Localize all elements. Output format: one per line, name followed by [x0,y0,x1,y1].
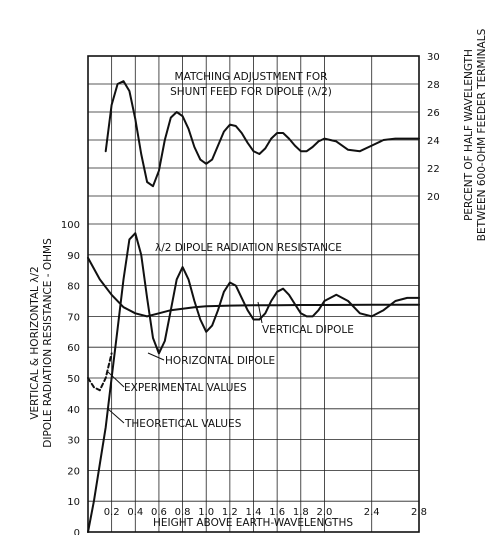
x-tick-label-11: 2.8 [411,507,427,518]
y-tick-label-right-2: 24 [427,136,440,147]
matching-title-line2: SHUNT FEED FOR DIPOLE (λ/2) [170,86,332,98]
y-tick-label-right-1: 22 [427,164,440,175]
x-tick-label-9: 2.0 [316,507,332,518]
horizontal-dipole-leader [147,352,165,361]
series-line-matching-adjustment-for-shunt-feed-for-dipole-2 [104,80,420,188]
x-tick-label-2: 0.6 [151,507,167,518]
series-layer [87,80,420,533]
y-tick-label-right-0: 20 [427,192,440,203]
y-tick-label-right-3: 26 [427,108,440,119]
vertical-dipole-leader [257,301,263,324]
y-tick-label-left-10: 100 [61,220,80,231]
y-tick-label-left-0: 0 [74,528,80,535]
y-tick-label-left-8: 80 [67,282,80,293]
y-tick-labels-left: 0 10 20 30 40 50 60 70 80 90 100 [61,220,80,535]
x-tick-label-6: 1.4 [246,507,262,518]
theoretical-label: THEORETICAL VALUES [124,418,242,430]
y-tick-label-right-4: 28 [427,80,440,91]
y-axis-label-left-line1: VERTICAL & HORIZONTAL λ/2 [29,266,41,419]
x-tick-label-5: 1.2 [222,507,238,518]
x-tick-labels: 0.2 0.4 0.6 0.8 1.0 1.2 1.4 1.6 1.8 2.0 2.4 2.8 [104,507,427,518]
y-axis-label-left-line2: DIPOLE RADIATION RESISTANCE - OHMS [42,238,54,448]
y-tick-label-left-1: 10 [67,497,80,508]
matching-title-line1: MATCHING ADJUSTMENT FOR [175,71,328,83]
x-axis-label: HEIGHT ABOVE EARTH-WAVELENGTHS [153,517,353,529]
x-tick-label-7: 1.6 [269,507,285,518]
x-tick-label-3: 0.8 [175,507,191,518]
x-tick-label-0: 0.2 [104,507,120,518]
series-line-horizontal-dipole [87,232,420,533]
plot-frame [87,55,420,533]
y-tick-label-right-5: 30 [427,52,440,63]
horizontal-dipole-label: HORIZONTAL DIPOLE [165,355,275,367]
series-line-experimental-values [87,352,113,392]
y-axis-label-right-line2: BETWEEN 600-OHM FEEDER TERMINALS [476,28,488,241]
y-tick-label-left-9: 90 [67,251,80,262]
x-tick-label-4: 1.0 [198,507,214,518]
y-tick-label-left-3: 30 [67,436,80,447]
vertical-dipole-label: VERTICAL DIPOLE [262,324,354,336]
experimental-label: EXPERIMENTAL VALUES [124,382,247,394]
theoretical-leader [107,408,125,424]
y-tick-label-left-5: 50 [67,374,80,385]
series-line-vertical-dipole [87,256,420,318]
y-tick-label-left-2: 20 [67,466,80,477]
y-axis-label-right-line1: PERCENT OF HALF WAVELENGTH [463,49,475,221]
y-tick-label-left-7: 70 [67,312,80,323]
y-tick-labels-right: 20 22 24 26 28 30 [427,52,440,203]
radiation-resistance-label: λ/2 DIPOLE RADIATION RESISTANCE [155,242,342,254]
y-tick-label-left-6: 60 [67,343,80,354]
y-tick-label-left-4: 40 [67,405,80,416]
x-tick-label-8: 1.8 [293,507,309,518]
experimental-leader [107,371,125,388]
x-tick-label-10: 2.4 [364,507,380,518]
x-tick-label-1: 0.4 [127,507,143,518]
